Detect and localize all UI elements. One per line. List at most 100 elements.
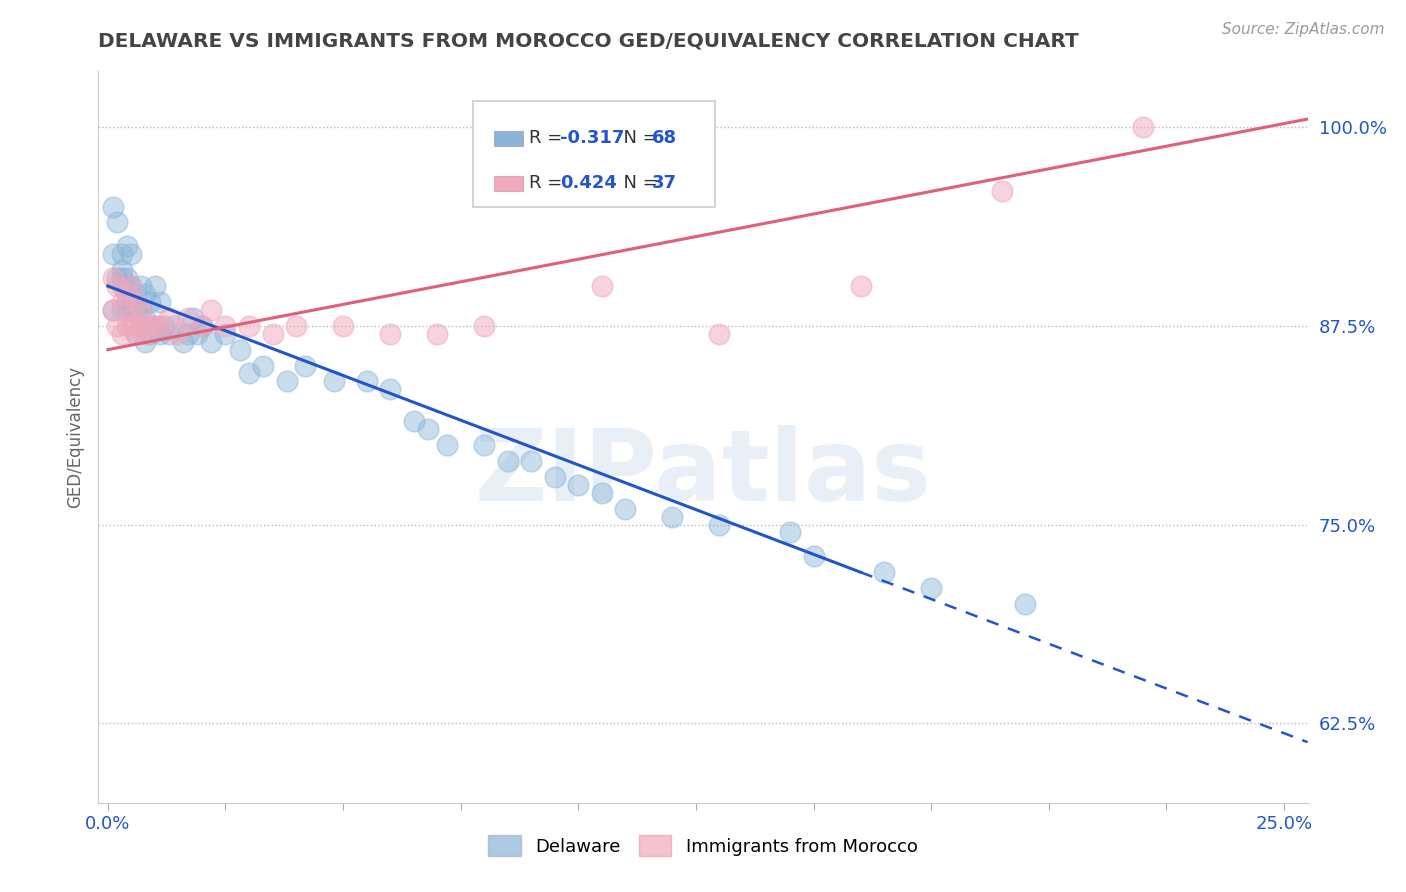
Point xyxy=(426,326,449,341)
Point xyxy=(496,454,519,468)
Point xyxy=(134,287,156,301)
Point xyxy=(214,318,236,333)
Point xyxy=(200,302,222,317)
Point xyxy=(591,279,613,293)
Point xyxy=(1132,120,1154,134)
Point xyxy=(177,326,200,341)
Point xyxy=(661,509,683,524)
Point xyxy=(115,287,138,301)
Point xyxy=(567,477,589,491)
Point xyxy=(115,294,138,309)
Point xyxy=(139,326,162,341)
Legend: Delaware, Immigrants from Morocco: Delaware, Immigrants from Morocco xyxy=(481,828,925,863)
Point xyxy=(186,326,208,341)
FancyBboxPatch shape xyxy=(494,176,523,191)
Point xyxy=(101,200,124,214)
Point xyxy=(105,215,128,229)
Point xyxy=(115,239,138,253)
Point xyxy=(115,302,138,317)
Point xyxy=(129,318,152,333)
Point xyxy=(105,271,128,285)
Point xyxy=(101,302,124,317)
Point xyxy=(149,318,172,333)
Text: -0.317: -0.317 xyxy=(561,129,624,147)
Point xyxy=(214,326,236,341)
Point xyxy=(402,414,425,428)
Point xyxy=(172,334,194,349)
Point xyxy=(105,279,128,293)
Point xyxy=(322,375,344,389)
Point xyxy=(120,294,142,309)
Point xyxy=(200,334,222,349)
Point xyxy=(105,318,128,333)
Y-axis label: GED/Equivalency: GED/Equivalency xyxy=(66,366,84,508)
Text: R =: R = xyxy=(529,174,568,192)
Point xyxy=(125,326,148,341)
Point xyxy=(709,517,731,532)
Text: DELAWARE VS IMMIGRANTS FROM MOROCCO GED/EQUIVALENCY CORRELATION CHART: DELAWARE VS IMMIGRANTS FROM MOROCCO GED/… xyxy=(98,31,1080,50)
Point xyxy=(378,383,401,397)
Point xyxy=(472,438,495,452)
Point xyxy=(134,334,156,349)
Point xyxy=(276,375,298,389)
Point xyxy=(101,271,124,285)
Point xyxy=(163,318,186,333)
Point xyxy=(252,359,274,373)
Text: 0.424: 0.424 xyxy=(561,174,617,192)
Point xyxy=(125,287,148,301)
Point xyxy=(709,326,731,341)
Point xyxy=(111,294,134,309)
Point xyxy=(143,318,166,333)
Point xyxy=(228,343,250,357)
FancyBboxPatch shape xyxy=(494,131,523,146)
Point xyxy=(332,318,354,333)
Point xyxy=(111,279,134,293)
Text: 68: 68 xyxy=(652,129,678,147)
Point xyxy=(157,310,180,325)
Point xyxy=(129,318,152,333)
Point xyxy=(181,310,204,325)
Point xyxy=(285,318,308,333)
Point xyxy=(129,302,152,317)
Point xyxy=(378,326,401,341)
Text: N =: N = xyxy=(613,129,664,147)
Point xyxy=(120,279,142,293)
Point xyxy=(111,263,134,277)
Text: 37: 37 xyxy=(652,174,678,192)
Point xyxy=(873,566,896,580)
Point xyxy=(134,326,156,341)
Point xyxy=(101,302,124,317)
Point xyxy=(436,438,458,452)
Point xyxy=(779,525,801,540)
Point xyxy=(262,326,284,341)
Point xyxy=(125,294,148,309)
Point xyxy=(157,326,180,341)
Point xyxy=(591,485,613,500)
Point xyxy=(143,279,166,293)
Point xyxy=(129,279,152,293)
Point xyxy=(167,326,190,341)
Text: ZIPatlas: ZIPatlas xyxy=(475,425,931,522)
Point xyxy=(614,501,637,516)
Point xyxy=(472,318,495,333)
Point xyxy=(115,271,138,285)
Point xyxy=(139,294,162,309)
Point xyxy=(139,318,162,333)
Point xyxy=(101,247,124,261)
Point xyxy=(356,375,378,389)
Point xyxy=(115,318,138,333)
Point xyxy=(544,470,567,484)
Point xyxy=(149,326,172,341)
Point xyxy=(120,279,142,293)
Point xyxy=(920,581,942,595)
FancyBboxPatch shape xyxy=(474,101,716,207)
Point xyxy=(120,318,142,333)
Point xyxy=(125,302,148,317)
Point xyxy=(191,318,214,333)
Point xyxy=(125,326,148,341)
Point xyxy=(120,310,142,325)
Point xyxy=(149,294,172,309)
Point xyxy=(238,318,260,333)
Point xyxy=(120,247,142,261)
Point xyxy=(294,359,316,373)
